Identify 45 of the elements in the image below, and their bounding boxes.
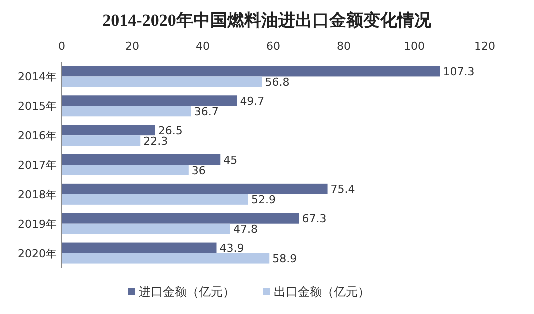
data-label: 107.3 — [443, 65, 475, 78]
bar — [62, 96, 238, 106]
y-tick-label: 2016年 — [18, 130, 57, 143]
data-label: 36.7 — [194, 105, 219, 118]
legend-label: 出口金额（亿元） — [274, 285, 370, 299]
bar — [62, 106, 192, 117]
bar — [62, 213, 300, 224]
x-tick-label: 100 — [404, 40, 425, 53]
data-label: 36 — [192, 164, 206, 178]
data-label: 22.3 — [144, 134, 168, 148]
bar — [62, 242, 217, 254]
data-label: 56.8 — [265, 76, 290, 89]
data-label: 47.8 — [233, 223, 258, 236]
y-tick-label: 2015年 — [18, 100, 57, 114]
bar — [62, 125, 156, 136]
x-tick-label: 80 — [337, 40, 351, 53]
bar — [62, 154, 221, 165]
x-tick-label: 20 — [126, 40, 140, 53]
bar — [62, 184, 328, 194]
data-label: 26.5 — [158, 124, 183, 138]
y-tick-label: 2018年 — [18, 188, 57, 202]
data-label: 75.4 — [330, 183, 356, 196]
y-tick-label: 2017年 — [18, 159, 57, 172]
data-label: 49.7 — [240, 94, 265, 108]
bar — [62, 136, 141, 146]
data-label: 52.9 — [251, 194, 276, 207]
bar — [62, 165, 189, 176]
data-label: 58.9 — [272, 252, 298, 266]
bar — [62, 76, 262, 88]
y-tick-label: 2014年 — [18, 70, 57, 84]
x-tick-label: 60 — [266, 40, 280, 53]
y-tick-label: 2019年 — [18, 218, 57, 231]
bar — [62, 253, 270, 264]
data-label: 45 — [224, 154, 238, 167]
x-tick-label: 120 — [474, 40, 496, 53]
x-tick-label: 0 — [58, 40, 66, 53]
bar — [62, 66, 440, 77]
y-tick-label: 2020年 — [18, 247, 57, 260]
x-tick-label: 40 — [196, 40, 210, 53]
data-label: 43.9 — [220, 242, 244, 256]
data-label: 67.3 — [302, 212, 327, 226]
bar — [62, 194, 248, 205]
bar — [62, 224, 230, 234]
chart-title: 2014-2020年中国燃料油进出口金额变化情况 — [102, 11, 432, 30]
legend-label: 进口金额（亿元） — [139, 285, 235, 299]
